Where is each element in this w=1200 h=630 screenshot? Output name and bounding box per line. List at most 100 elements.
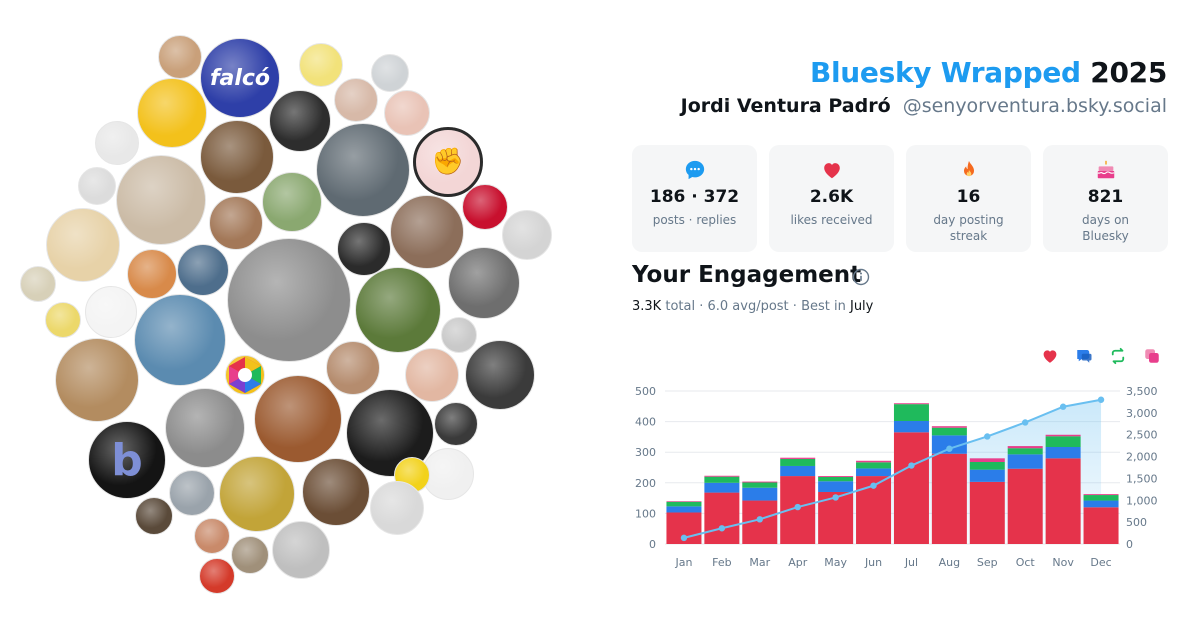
bar-segment-1 [1083, 507, 1119, 544]
avatar[interactable] [502, 210, 552, 260]
hexagon-logo-icon[interactable] [225, 355, 265, 395]
cake-icon [1096, 160, 1114, 179]
bar-segment-3 [893, 404, 929, 421]
bar-segment-2 [666, 506, 702, 513]
flame-icon [963, 160, 974, 177]
avatar[interactable] [45, 302, 81, 338]
avatar[interactable] [462, 184, 508, 230]
avatar[interactable] [405, 348, 459, 402]
stat-label: days on Bluesky [1081, 213, 1130, 243]
heart-icon [823, 163, 840, 179]
repost-icon[interactable] [1109, 347, 1127, 365]
avatar[interactable] [158, 35, 202, 79]
bar-segment-2 [893, 420, 929, 433]
avatar[interactable] [262, 172, 322, 232]
cumulative-point [680, 534, 688, 542]
avatar[interactable] [116, 155, 206, 245]
avatar[interactable] [326, 341, 380, 395]
user-line: Jordi Ventura Padró @senyorventura.bsky.… [681, 95, 1167, 117]
avatar[interactable] [55, 338, 139, 422]
avatar[interactable]: b [88, 421, 166, 499]
info-icon[interactable] [852, 268, 870, 286]
avatar-logo-text: falcó [209, 65, 271, 91]
avatar[interactable] [194, 518, 230, 554]
avatar[interactable] [137, 78, 207, 148]
y-tick-label-right: 2,000 [1126, 451, 1158, 464]
x-tick-label: Sep [977, 556, 998, 569]
bar-segment-3 [1045, 436, 1081, 447]
avatar[interactable] [231, 536, 269, 574]
separator: · [695, 299, 708, 314]
avatar[interactable] [272, 521, 330, 579]
avatar[interactable]: ✊ [413, 127, 483, 197]
avatar[interactable] [422, 448, 474, 500]
bar-segment-3 [856, 462, 892, 469]
x-tick-label: Aug [939, 556, 960, 569]
y-tick-label-right: 3,000 [1126, 407, 1158, 420]
y-tick-label-left: 100 [635, 507, 656, 520]
avatar[interactable] [441, 317, 477, 353]
avatar[interactable] [465, 340, 535, 410]
bar-segment-4 [931, 426, 967, 428]
avatar[interactable] [135, 497, 173, 535]
bar-segment-2 [856, 468, 892, 477]
x-tick-label: Jan [674, 556, 692, 569]
heart-icon[interactable] [1041, 347, 1059, 365]
stat-value: 16 [956, 187, 981, 207]
avatar[interactable] [227, 238, 351, 362]
avatar[interactable] [219, 456, 295, 532]
x-tick-label: Jun [864, 556, 882, 569]
brand-name: Bluesky Wrapped [809, 56, 1081, 89]
avatar[interactable] [302, 458, 370, 526]
reply-icon[interactable] [1075, 347, 1093, 365]
avatar[interactable] [334, 78, 378, 122]
best-month: July [849, 299, 874, 314]
avatar[interactable] [355, 267, 441, 353]
avatar[interactable] [46, 208, 120, 282]
avatar[interactable] [390, 195, 464, 269]
avatar[interactable] [299, 43, 343, 87]
avatar[interactable] [316, 123, 410, 217]
stat-card-streak: 16 day posting streak [906, 145, 1031, 252]
avatar[interactable] [254, 375, 342, 463]
avatar[interactable] [78, 167, 116, 205]
cumulative-point [1022, 419, 1029, 426]
avatar[interactable] [371, 54, 409, 92]
y-tick-label-left: 200 [635, 477, 656, 490]
quote-icon[interactable] [1143, 347, 1161, 365]
x-tick-label: Jul [904, 556, 918, 569]
best-prefix: Best in [801, 299, 850, 314]
avatar[interactable] [20, 266, 56, 302]
avatar[interactable] [200, 120, 274, 194]
avatar[interactable] [134, 294, 226, 386]
bar-segment-4 [666, 501, 702, 502]
bar-segment-2 [704, 482, 740, 493]
avatar[interactable] [370, 481, 424, 535]
avatar[interactable] [85, 286, 137, 338]
engagement-summary: 3.3K total · 6.0 avg/post · Best in July [632, 299, 873, 314]
avatar[interactable] [346, 389, 434, 477]
avatar[interactable] [434, 402, 478, 446]
bar-segment-4 [856, 460, 892, 463]
avatar[interactable] [199, 558, 235, 594]
stat-label: day posting streak [933, 213, 1004, 243]
user-handle[interactable]: @senyorventura.bsky.social [902, 95, 1167, 117]
avatar[interactable] [269, 90, 331, 152]
avatar[interactable] [95, 121, 139, 165]
avatar[interactable] [165, 388, 245, 468]
engagement-avg: 6.0 avg/post [707, 299, 789, 314]
avatar[interactable] [169, 470, 215, 516]
avatar[interactable] [337, 222, 391, 276]
y-tick-label-right: 3,500 [1126, 385, 1158, 398]
y-tick-label-left: 500 [635, 385, 656, 398]
avatar[interactable] [177, 244, 229, 296]
avatar[interactable] [127, 249, 177, 299]
avatar[interactable] [209, 196, 263, 250]
bar-segment-2 [780, 465, 816, 477]
avatar[interactable]: falcó [200, 38, 280, 118]
bar-segment-4 [1045, 434, 1081, 437]
cumulative-point [984, 433, 991, 440]
avatar[interactable] [384, 90, 430, 136]
engagement-total-word: total [665, 299, 696, 314]
avatar[interactable] [448, 247, 520, 319]
